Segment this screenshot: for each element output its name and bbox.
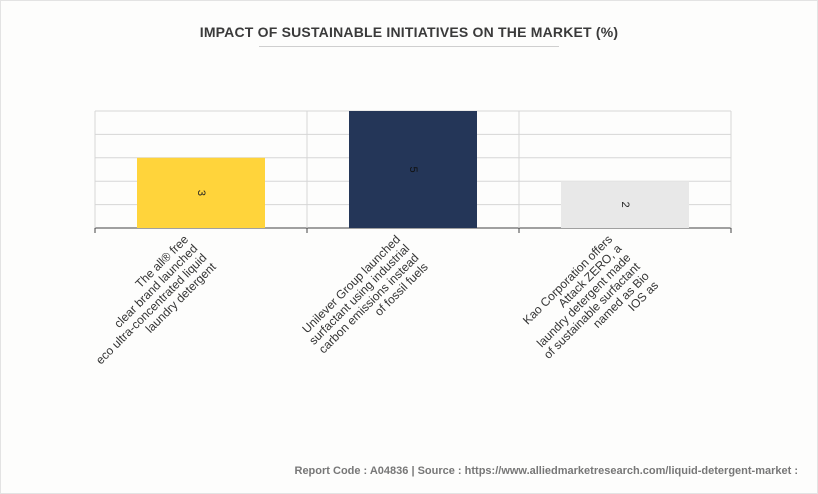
data-label: 5 [407, 166, 419, 172]
chart-bars [137, 111, 689, 228]
bar [561, 181, 689, 228]
data-label: 2 [619, 202, 631, 208]
bar [137, 157, 265, 228]
data-labels: 3 5 2 [195, 166, 631, 207]
bar [349, 111, 477, 228]
data-label: 3 [195, 190, 207, 196]
source-footer: Report Code : A04836 | Source : https://… [294, 465, 799, 477]
title-underline [259, 46, 559, 47]
chart-title: IMPACT OF SUSTAINABLE INITIATIVES ON THE… [199, 24, 619, 40]
